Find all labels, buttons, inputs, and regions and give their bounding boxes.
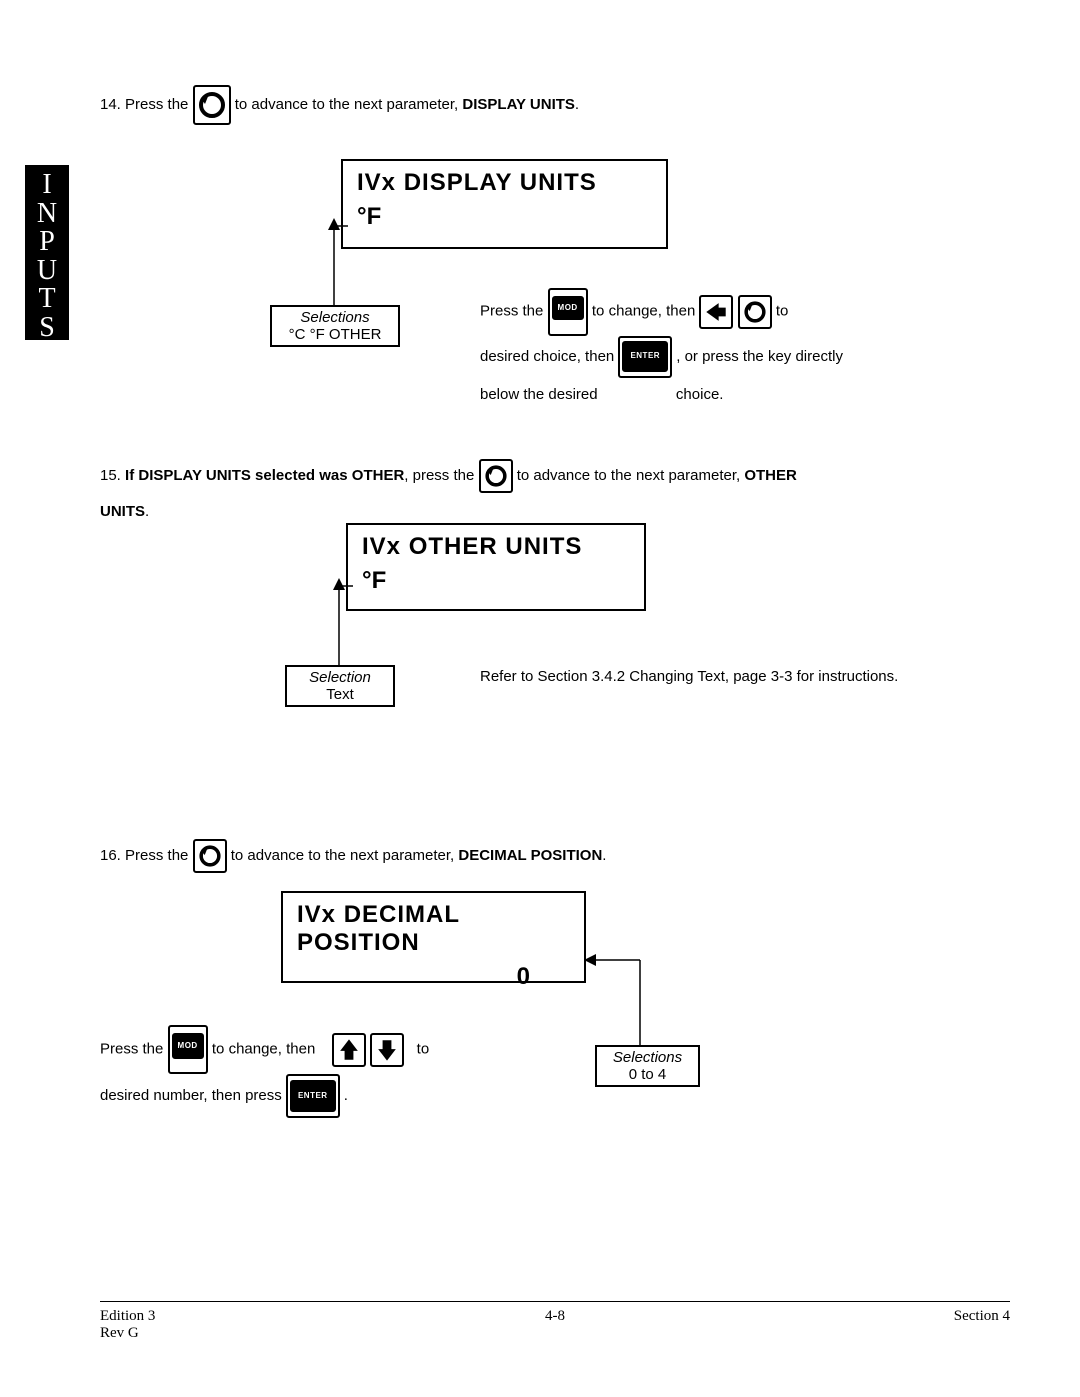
- mod-key: MOD: [548, 288, 588, 336]
- display1-value: °F: [357, 203, 652, 231]
- connector-1: [320, 218, 350, 308]
- scroll-icon: [738, 295, 772, 329]
- enter-key: ENTER: [618, 336, 672, 379]
- enter-key: ENTER: [286, 1074, 340, 1118]
- display3-value: 0: [297, 963, 570, 991]
- selection-box-2: Selection Text: [285, 665, 395, 707]
- display2-value: °F: [362, 567, 630, 595]
- step14-text: 14. Press the: [100, 96, 188, 113]
- instruction-2: Refer to Section 3.4.2 Changing Text, pa…: [480, 660, 1000, 695]
- scroll-icon: [193, 85, 231, 125]
- display2-title: IVx OTHER UNITS: [362, 533, 630, 561]
- step14-param: DISPLAY UNITS: [462, 96, 575, 113]
- footer-page: 4-8: [100, 1308, 1010, 1325]
- sel1-title: Selections: [278, 309, 392, 326]
- instruction-3: Press the MOD to change, then to desired…: [100, 1025, 560, 1118]
- connector-2: [325, 578, 355, 668]
- instruction-1: Press the MOD to change, then to desired…: [480, 288, 1020, 413]
- sel2-opts: Text: [293, 686, 387, 703]
- scroll-icon: [193, 839, 227, 873]
- sel3-opts: 0 to 4: [603, 1066, 692, 1083]
- sel2-title: Selection: [293, 669, 387, 686]
- inputs-sidebar: I N P U T S: [25, 165, 69, 340]
- sel1-opts: °C °F OTHER: [278, 326, 392, 343]
- step14-text2: to advance to the next parameter,: [235, 96, 463, 113]
- left-arrow-icon: [699, 295, 733, 329]
- display3-title: IVx DECIMAL POSITION: [297, 901, 570, 957]
- step-16: 16. Press the to advance to the next par…: [100, 839, 1010, 873]
- decimal-position-box: IVx DECIMAL POSITION 0: [281, 891, 586, 983]
- mod-key: MOD: [168, 1025, 208, 1074]
- page-footer: Edition 3 Rev G 4-8 Section 4: [100, 1301, 1010, 1342]
- selections-box-3: Selections 0 to 4: [595, 1045, 700, 1087]
- selections-box-1: Selections °C °F OTHER: [270, 305, 400, 347]
- other-units-box: IVx OTHER UNITS °F: [346, 523, 646, 611]
- step-15: 15. If DISPLAY UNITS selected was OTHER,…: [100, 458, 1010, 530]
- scroll-icon: [479, 459, 513, 493]
- sel3-title: Selections: [603, 1049, 692, 1066]
- connector-3: [582, 952, 652, 1047]
- footer-section: Section 4: [954, 1308, 1010, 1325]
- step-14: 14. Press the to advance to the next par…: [100, 85, 1010, 125]
- display-units-box: IVx DISPLAY UNITS °F: [341, 159, 668, 249]
- up-arrow-icon: [332, 1033, 366, 1067]
- footer-rev: Rev G: [100, 1325, 1010, 1342]
- display1-title: IVx DISPLAY UNITS: [357, 169, 652, 197]
- down-arrow-icon: [370, 1033, 404, 1067]
